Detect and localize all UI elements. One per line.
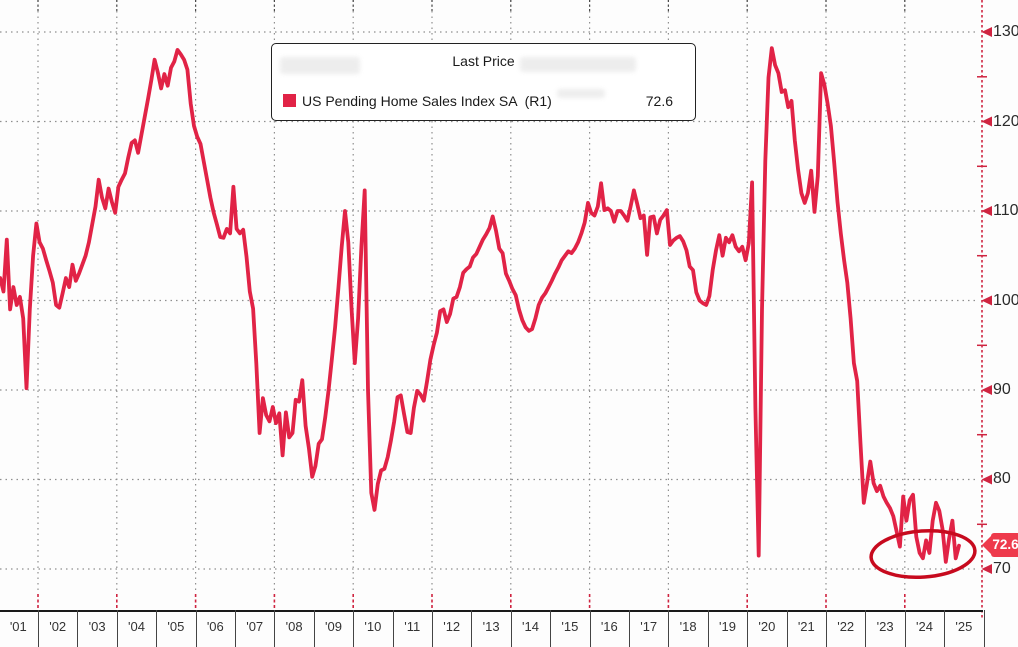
x-axis-separator <box>944 610 946 647</box>
x-axis-separator <box>77 610 79 647</box>
x-axis-year-label: '11 <box>404 619 421 634</box>
x-axis-separator <box>904 610 906 647</box>
x-axis-year-label: '24 <box>916 619 933 634</box>
x-axis-year-label: '17 <box>640 619 658 634</box>
x-axis-separator <box>589 610 591 647</box>
x-axis-year-label: '16 <box>600 619 618 634</box>
x-axis-year-label: '02 <box>49 619 67 634</box>
x-axis-year-label: '21 <box>797 619 815 634</box>
x-axis-separator <box>826 610 827 647</box>
x-axis-year-label: '22 <box>837 619 855 634</box>
x-axis-separator <box>510 610 512 647</box>
y-axis-label: 100 <box>993 292 1018 309</box>
lows-circle-annotation <box>869 529 977 579</box>
y-axis-label: 120 <box>993 113 1018 130</box>
x-axis-separator <box>629 610 630 647</box>
x-axis-year-label: '13 <box>482 619 500 634</box>
y-axis-label: 70 <box>993 560 1011 577</box>
x-axis-separator <box>432 610 433 647</box>
series-label: US Pending Home Sales Index SA (R1) <box>302 93 552 109</box>
x-axis-year-label: '06 <box>206 619 224 634</box>
x-axis-year-label: '05 <box>167 619 185 634</box>
x-axis-separator <box>747 610 749 647</box>
x-axis-separator <box>38 610 39 647</box>
series-line <box>0 46 961 564</box>
series-last-price: 72.6 <box>645 93 673 109</box>
x-axis-year-label: '07 <box>246 619 264 634</box>
redaction-smudge <box>280 57 360 74</box>
x-axis-separator <box>156 610 158 647</box>
x-axis-separator <box>865 610 867 647</box>
legend-series-row[interactable]: US Pending Home Sales Index SA (R1) 72.6 <box>283 93 684 109</box>
x-axis-year-label: '20 <box>758 619 776 634</box>
x-axis-year-label: '09 <box>325 619 342 634</box>
y-axis-label: 90 <box>993 381 1011 398</box>
x-axis-separator <box>353 610 355 647</box>
x-axis-year-label: '10 <box>364 619 382 634</box>
x-axis-separator <box>392 610 394 647</box>
x-axis-separator <box>707 610 709 647</box>
x-axis-separator <box>274 610 276 647</box>
redaction-smudge <box>557 89 605 98</box>
x-axis-year-label: '12 <box>443 619 461 634</box>
x-axis-year-label: '04 <box>128 619 145 634</box>
x-axis-year-label: '19 <box>719 619 736 634</box>
x-axis-year-label: '03 <box>88 619 106 634</box>
last-price-badge: 72.6 <box>982 533 1018 557</box>
x-axis <box>0 610 983 647</box>
x-axis-separator <box>786 610 788 647</box>
x-axis-year-label: '14 <box>522 619 539 634</box>
x-axis-separator <box>983 610 985 647</box>
x-axis-year-label: '23 <box>876 619 894 634</box>
redaction-smudge <box>520 57 636 72</box>
x-axis-year-label: '01 <box>9 619 27 634</box>
x-axis-year-label: '08 <box>285 619 303 634</box>
x-axis-separator <box>313 610 315 647</box>
last-price-badge-value: 72.6 <box>992 537 1018 552</box>
y-axis-label: 80 <box>993 470 1011 487</box>
legend-box: Last Price US Pending Home Sales Index S… <box>271 43 696 121</box>
x-axis-year-label: '18 <box>679 619 697 634</box>
x-axis-separator <box>550 610 552 647</box>
x-axis-separator <box>235 610 236 647</box>
x-axis-separator <box>116 610 118 647</box>
x-axis-year-label: '15 <box>561 619 579 634</box>
x-axis-year-label: '25 <box>955 619 973 634</box>
x-axis-separator <box>471 610 473 647</box>
x-axis-separator <box>195 610 197 647</box>
y-axis-label: 130 <box>993 23 1018 40</box>
series-color-swatch <box>283 94 296 107</box>
y-axis-label: 110 <box>993 202 1018 219</box>
x-axis-separator <box>668 610 670 647</box>
legend-title: Last Price <box>452 53 515 69</box>
